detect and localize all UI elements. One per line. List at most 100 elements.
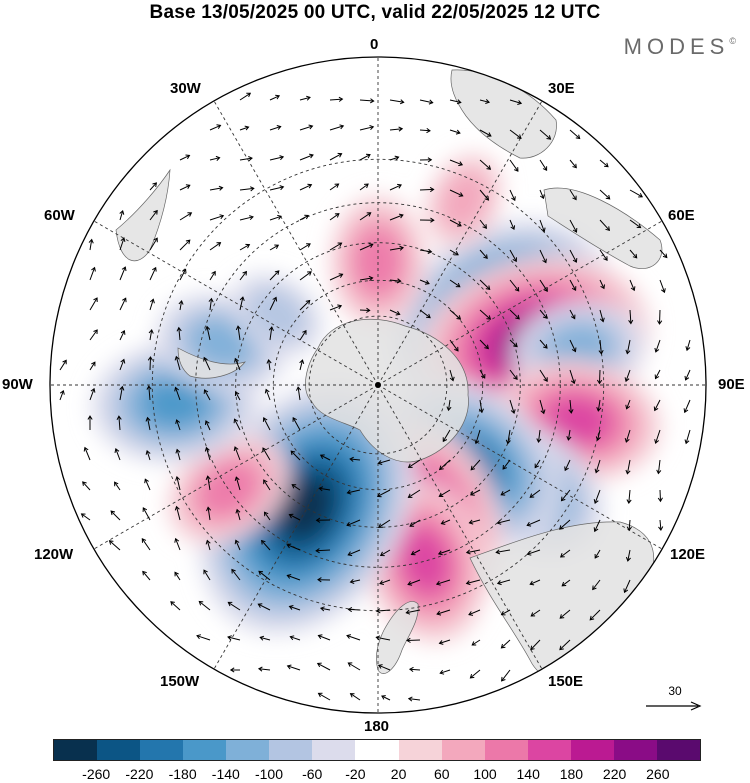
wind-arrow [84,447,91,461]
wind-arrow-head [484,344,489,350]
wind-arrow [597,399,601,411]
wind-arrow [110,510,121,521]
wind-arrow-head [246,92,252,98]
wind-arrow-head [377,460,383,465]
wind-arrow [599,279,605,289]
wind-arrow-head [530,645,535,651]
wind-arrow-head [114,481,119,487]
wind-arrow [376,636,391,641]
wind-arrow [560,549,571,558]
wind-arrow-head [87,415,93,420]
wind-arrow [509,399,515,414]
wind-arrow [471,639,481,646]
wind-arrow-head [465,580,471,586]
wind-arrow [59,360,67,371]
wind-arrow-head [628,319,634,325]
wind-arrow [539,369,548,382]
wind-arrow-head [262,447,267,453]
wind-arrow-head [211,270,216,276]
wind-arrow-head [543,377,548,382]
wind-arrow [479,369,486,379]
colorbar-tick-label: -60 [302,766,323,782]
wind-arrow-head [234,357,239,363]
wind-arrow [260,636,271,641]
wind-arrow [381,695,391,701]
wind-arrow-head [266,358,272,364]
wind-arrow-head [465,549,471,555]
wind-arrow [686,339,691,351]
colorbar-tick-label: -180 [168,766,197,782]
wind-arrow [468,609,481,616]
wind-arrow [561,579,571,587]
wind-arrow-head [91,266,96,272]
wind-arrow [470,459,481,471]
wind-arrow-head [471,641,477,646]
wind-arrow [359,183,369,191]
wind-arrow [479,309,491,320]
wind-arrow-head [428,99,434,105]
wind-arrow-head [227,635,232,641]
wind-arrow-head [623,588,629,594]
wind-arrow-head [203,356,208,362]
wind-arrow-head [542,166,548,171]
wind-arrow-head [501,676,506,682]
lon-label-120e: 120E [670,546,706,563]
wind-arrow-head [457,222,462,227]
wind-arrow [569,339,576,352]
wind-arrow [569,279,577,291]
wind-arrow-head [559,525,564,530]
wind-arrow-head [364,183,369,189]
colorbar-swatch [269,740,313,760]
wind-arrow-head [500,610,506,616]
wind-arrow [239,126,249,131]
wind-arrow-head [603,256,608,261]
wind-vectors [59,92,691,702]
wind-arrow [559,639,571,650]
wind-arrow-head [654,347,660,353]
wind-arrow [329,273,343,281]
wind-arrow [497,579,511,584]
wind-arrow [329,125,344,131]
wind-arrow [436,609,451,615]
wind-arrow [479,129,492,137]
wind-arrow [269,215,282,221]
anomaly-contour [142,378,209,427]
wind-arrow-head [289,635,295,641]
wind-arrow-head [174,537,180,543]
wind-arrow [449,279,461,288]
wind-arrow-head [429,186,435,193]
wind-arrow-head [286,574,292,579]
wind-arrow-head [272,296,278,302]
wind-arrow [469,519,481,524]
wind-arrow-head [572,195,577,201]
wind-arrow-head [208,297,214,303]
wind-arrow [408,698,421,701]
wind-arrow-head [234,539,240,545]
wind-arrow [527,519,541,526]
wind-arrow-head [315,548,320,554]
wind-arrow-head [233,446,239,452]
wind-arrow [231,569,241,581]
wind-arrow-head [653,406,659,412]
wind-arrow [299,125,313,131]
lon-label-30w: 30W [170,80,201,97]
colorbar-swatch [54,740,98,760]
wind-arrow [470,669,481,679]
wind-arrow [629,279,635,291]
wind-arrow [628,519,631,531]
wind-arrow [466,579,481,584]
wind-arrow-head [248,156,253,162]
wind-arrow-head [375,608,381,614]
wind-arrow [206,326,211,341]
wind-arrow-head [110,510,116,516]
wind-arrow [509,159,519,172]
wind-arrow-head [216,242,222,247]
wind-arrow-head [146,385,152,390]
landmass [376,601,419,674]
wind-arrow-head [170,601,175,606]
wind-arrow-head [625,349,631,355]
wind-arrow [149,329,153,341]
wind-arrow-head [455,129,461,135]
wind-arrow [235,391,241,401]
wind-arrow-head [90,387,96,393]
